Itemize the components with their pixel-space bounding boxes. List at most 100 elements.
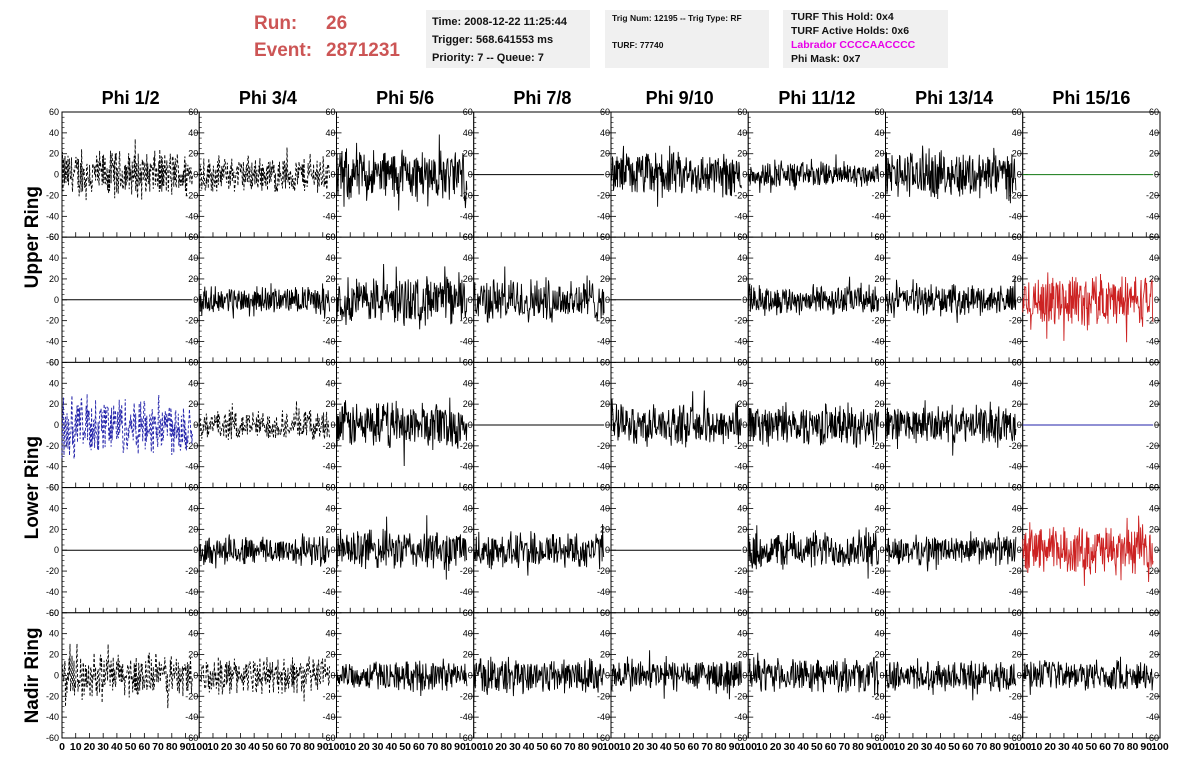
y-tick-label: 40 xyxy=(600,629,610,639)
y-tick-label: 40 xyxy=(463,378,473,388)
ring-label-3: Nadir Ring xyxy=(22,627,43,723)
y-tick-label: 0 xyxy=(1154,170,1159,180)
x-tick-label: 30 xyxy=(784,741,796,753)
y-tick-label: 0 xyxy=(1017,170,1022,180)
y-tick-label: -20 xyxy=(46,441,59,451)
y-tick-label: 40 xyxy=(49,378,59,388)
y-tick-label: 40 xyxy=(874,503,884,513)
y-tick-label: 40 xyxy=(188,503,198,513)
x-tick-label: 50 xyxy=(948,741,960,753)
y-tick-label: 40 xyxy=(737,629,747,639)
y-tick-label: 40 xyxy=(325,128,335,138)
y-tick-label: 60 xyxy=(1149,483,1159,493)
waveform-trace xyxy=(885,400,1017,456)
x-tick-label: 20 xyxy=(633,741,645,753)
x-tick-label: 40 xyxy=(386,741,398,753)
column-header-1: Phi 1/2 xyxy=(102,88,160,108)
y-tick-label: -60 xyxy=(1146,733,1159,743)
y-tick-label: 60 xyxy=(188,608,198,618)
y-tick-label: 20 xyxy=(325,650,335,660)
y-tick-label: 0 xyxy=(879,545,884,555)
y-tick-label: 40 xyxy=(600,378,610,388)
y-tick-label: 40 xyxy=(874,629,884,639)
y-tick-label: -20 xyxy=(734,691,747,701)
waveform-trace xyxy=(610,145,742,207)
waveform-trace xyxy=(885,658,1017,701)
x-tick-label: 70 xyxy=(1113,741,1125,753)
y-tick-label: -40 xyxy=(597,211,610,221)
x-tick-label: 80 xyxy=(303,741,315,753)
y-tick-label: 20 xyxy=(463,274,473,284)
y-tick-label: -60 xyxy=(46,608,59,618)
y-tick-label: 40 xyxy=(1149,128,1159,138)
y-tick-label: -20 xyxy=(871,441,884,451)
y-tick-label: -40 xyxy=(1146,462,1159,472)
y-tick-label: 0 xyxy=(742,670,747,680)
x-tick-label: 90 xyxy=(591,741,603,753)
y-tick-label: 40 xyxy=(1149,253,1159,263)
waveform-trace xyxy=(61,643,193,709)
y-tick-label: 40 xyxy=(737,128,747,138)
y-tick-label: 0 xyxy=(468,670,473,680)
y-tick-label: 60 xyxy=(188,357,198,367)
y-tick-label: 60 xyxy=(874,357,884,367)
x-tick-label: 10 xyxy=(207,741,219,753)
y-tick-label: 20 xyxy=(325,274,335,284)
y-tick-label: 0 xyxy=(742,545,747,555)
y-tick-label: 20 xyxy=(737,274,747,284)
y-tick-label: -40 xyxy=(871,211,884,221)
y-tick-label: -40 xyxy=(185,712,198,722)
turf-info-box: TURF This Hold: 0x4 TURF Active Holds: 0… xyxy=(783,10,948,68)
y-tick-label: -40 xyxy=(1009,712,1022,722)
y-tick-label: 20 xyxy=(463,399,473,409)
y-tick-label: 40 xyxy=(463,128,473,138)
y-tick-label: 0 xyxy=(330,545,335,555)
x-tick-label: 60 xyxy=(139,741,151,753)
x-tick-label: 80 xyxy=(852,741,864,753)
y-tick-label: 20 xyxy=(874,524,884,534)
panel-2-3 xyxy=(336,236,475,363)
y-tick-label: 40 xyxy=(600,253,610,263)
y-tick-label: 0 xyxy=(54,295,59,305)
y-tick-label: 60 xyxy=(463,107,473,117)
x-tick-label: 80 xyxy=(166,741,178,753)
y-tick-label: -40 xyxy=(871,337,884,347)
x-tick-label: 10 xyxy=(70,741,82,753)
waveform-trace xyxy=(748,652,880,696)
y-tick-label: -40 xyxy=(46,712,59,722)
y-tick-label: -40 xyxy=(871,712,884,722)
y-tick-label: 0 xyxy=(54,545,59,555)
y-tick-label: -40 xyxy=(1009,211,1022,221)
y-tick-label: -40 xyxy=(460,337,473,347)
hold-line: TURF This Hold: 0x4 xyxy=(791,11,894,23)
y-tick-label: -20 xyxy=(1009,316,1022,326)
y-tick-label: -40 xyxy=(46,337,59,347)
y-tick-label: 20 xyxy=(1149,274,1159,284)
y-tick-label: 0 xyxy=(330,295,335,305)
waveform-trace xyxy=(198,283,331,319)
waveform-trace xyxy=(1022,515,1154,586)
y-tick-label: -40 xyxy=(597,712,610,722)
y-tick-label: 60 xyxy=(49,608,59,618)
y-tick-label: 40 xyxy=(188,378,198,388)
x-tick-label: 90 xyxy=(454,741,466,753)
x-tick-label: 80 xyxy=(440,741,452,753)
y-tick-label: -20 xyxy=(46,691,59,701)
y-tick-label: 20 xyxy=(874,650,884,660)
y-tick-label: -60 xyxy=(734,733,747,743)
y-tick-label: 60 xyxy=(325,608,335,618)
trig-info-box: Trig Num: 12195 -- Trig Type: RF TURF: 7… xyxy=(605,10,769,68)
y-tick-label: 20 xyxy=(737,524,747,534)
y-tick-label: 0 xyxy=(605,420,610,430)
y-tick-label: 20 xyxy=(49,149,59,159)
waveform-trace xyxy=(336,515,468,580)
y-tick-label: 40 xyxy=(325,503,335,513)
y-tick-label: -40 xyxy=(871,587,884,597)
y-tick-label: 40 xyxy=(49,253,59,263)
y-tick-label: -40 xyxy=(322,337,335,347)
y-tick-label: -40 xyxy=(185,337,198,347)
y-tick-label: 60 xyxy=(600,107,610,117)
y-tick-label: 60 xyxy=(874,107,884,117)
y-tick-label: 0 xyxy=(1154,295,1159,305)
y-tick-label: 40 xyxy=(463,503,473,513)
